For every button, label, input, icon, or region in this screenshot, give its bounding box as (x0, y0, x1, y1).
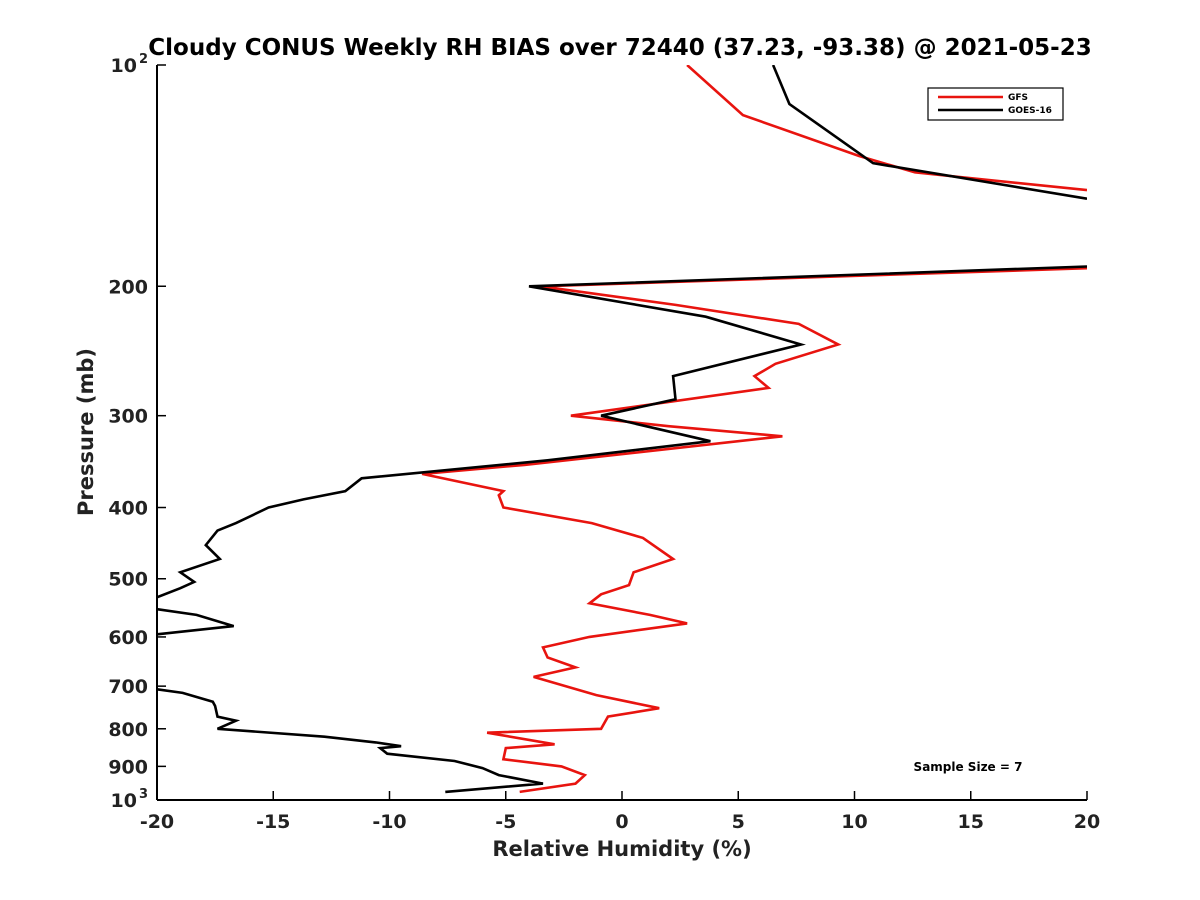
chart-title: Cloudy CONUS Weekly RH BIAS over 72440 (… (148, 35, 1091, 61)
legend: GFS GOES-16 (927, 87, 1064, 121)
y-tick-label: 600 (108, 627, 148, 649)
x-tick-label: 20 (1074, 811, 1100, 833)
y-tick-label: 700 (108, 676, 148, 698)
y-tick-exponent: 2 (139, 52, 148, 67)
y-tick-label: 400 (108, 498, 148, 520)
legend-label-gfs: GFS (1008, 93, 1028, 103)
y-tick-label: 10 (111, 790, 137, 812)
series-layer (157, 65, 1087, 794)
y-axis-label: Pressure (mb) (74, 348, 98, 516)
sample-size-annotation: Sample Size = 7 (914, 760, 1023, 774)
series-line-goes16-upper (771, 65, 1087, 200)
y-tick-label: 800 (108, 719, 148, 741)
x-tick-label: -5 (495, 811, 516, 833)
x-tick-label: -10 (372, 811, 406, 833)
y-tick-label: 200 (108, 276, 148, 298)
series-line-gfs-upper (686, 65, 1087, 192)
y-tick-label: 500 (108, 569, 148, 591)
x-tick-label: 0 (615, 811, 628, 833)
y-tick-label: 10 (111, 55, 137, 77)
series-line-goes16-lower (157, 265, 1087, 794)
y-tick-exponent: 3 (139, 787, 148, 802)
x-tick-label: -15 (256, 811, 290, 833)
legend-box (927, 87, 1064, 121)
x-tick-label: 15 (958, 811, 984, 833)
series-line-gfs-lower (421, 266, 1087, 794)
x-tick-group: -20 -15 -10 -5 0 5 10 15 20 (140, 791, 1100, 833)
x-tick-label: 10 (841, 811, 867, 833)
y-tick-label: 300 (108, 406, 148, 428)
x-tick-label: -20 (140, 811, 174, 833)
x-axis-label: Relative Humidity (%) (492, 837, 751, 861)
x-tick-label: 5 (732, 811, 745, 833)
y-tick-label: 900 (108, 756, 148, 778)
legend-label-goes16: GOES-16 (1008, 106, 1052, 116)
